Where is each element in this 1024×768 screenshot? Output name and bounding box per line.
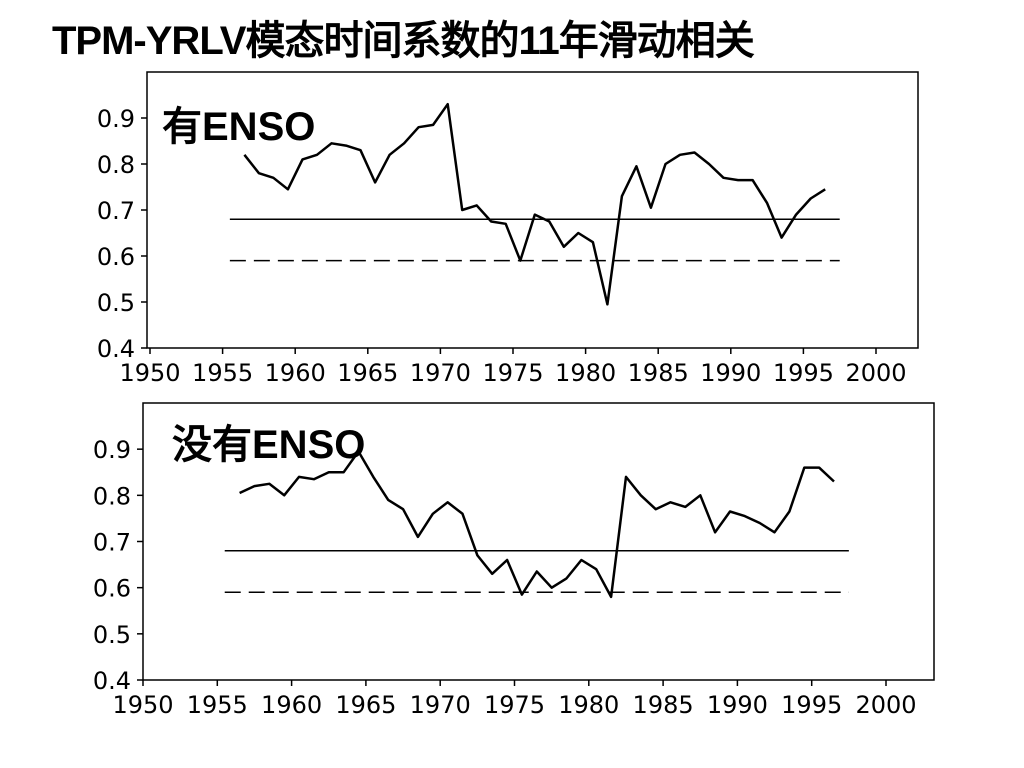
panel-2-xtick-label: 1955 (187, 691, 248, 719)
panel-2-xtick-label: 2000 (855, 691, 916, 719)
panel-1-label: 有ENSO (162, 105, 315, 149)
panel-1-ytick-label: 0.8 (97, 151, 135, 179)
panel-1-xtick-label: 1965 (337, 359, 398, 387)
panel-1-ytick-label: 0.5 (97, 289, 135, 317)
panel-1-xtick-label: 1960 (265, 359, 326, 387)
panel-2-xtick-label: 1980 (558, 691, 619, 719)
panel-1-ytick-label: 0.4 (97, 335, 135, 363)
panel-1-xtick-label: 1995 (773, 359, 834, 387)
panel-1-xtick-label: 1955 (192, 359, 253, 387)
panel-1-ytick-label: 0.7 (97, 197, 135, 225)
panel-1-xtick-label: 1990 (700, 359, 761, 387)
panel-2-xtick-label: 1975 (484, 691, 545, 719)
panel-1-xtick-label: 1980 (555, 359, 616, 387)
panel-2-ytick-label: 0.4 (93, 667, 131, 695)
panel-2-ytick-label: 0.9 (93, 436, 131, 464)
panel-1-xtick-label: 1970 (410, 359, 471, 387)
panel-2-xtick-label: 1960 (261, 691, 322, 719)
panel-1-xtick-label: 2000 (845, 359, 906, 387)
panel-2-xtick-label: 1950 (112, 691, 173, 719)
panel-2-xtick-label: 1965 (335, 691, 396, 719)
panel-1-xtick-label: 1975 (482, 359, 543, 387)
panel-2-ytick-label: 0.7 (93, 529, 131, 557)
panel-1-series-line (243, 102, 826, 306)
panel-2-series-line (239, 450, 835, 599)
panel-1-xtick-label: 1985 (628, 359, 689, 387)
panel-2-ytick-label: 0.6 (93, 575, 131, 603)
panel-2-ytick-label: 0.8 (93, 482, 131, 510)
panel-1-ytick-label: 0.6 (97, 243, 135, 271)
panel-2-xtick-label: 1970 (410, 691, 471, 719)
panel-2-xtick-label: 1990 (707, 691, 768, 719)
panel-2-xtick-label: 1995 (781, 691, 842, 719)
page-title: TPM-YRLV模态时间系数的11年滑动相关 (52, 19, 755, 63)
panel-1-ytick-label: 0.9 (97, 105, 135, 133)
panel-2-xtick-label: 1985 (633, 691, 694, 719)
panel-1-xtick-label: 1950 (119, 359, 180, 387)
panel-2-label: 没有ENSO (172, 423, 365, 467)
panel-2-ytick-label: 0.5 (93, 621, 131, 649)
